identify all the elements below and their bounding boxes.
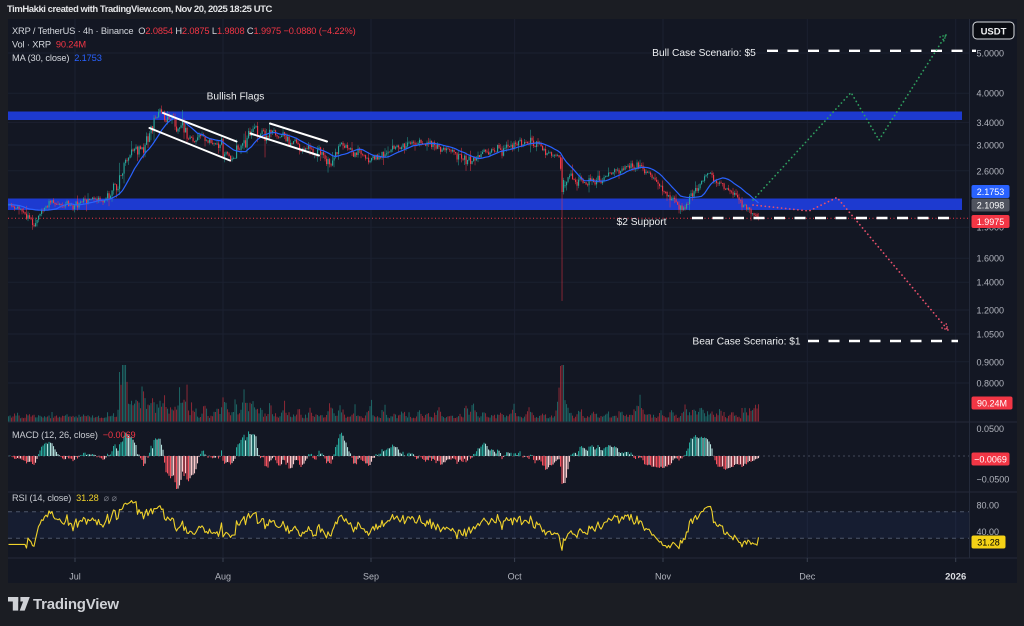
svg-text:0.9000: 0.9000 [977,357,1005,367]
svg-text:Vol · XRP 90.24M: Vol · XRP 90.24M [12,40,86,50]
svg-text:90.24M: 90.24M [977,398,1007,408]
svg-text:−0.0500: −0.0500 [977,475,1010,485]
svg-text:2.1753: 2.1753 [977,187,1005,197]
svg-text:5.0000: 5.0000 [977,49,1005,59]
svg-text:2026: 2026 [945,572,966,583]
svg-text:Jul: Jul [69,572,81,582]
svg-text:3.0000: 3.0000 [977,141,1005,151]
svg-text:1.6000: 1.6000 [977,254,1005,264]
svg-text:Nov: Nov [655,572,672,582]
svg-text:1.4000: 1.4000 [977,278,1005,288]
svg-text:Bullish Flags: Bullish Flags [207,92,265,103]
svg-text:3.4000: 3.4000 [977,118,1005,128]
svg-text:Aug: Aug [215,572,231,582]
svg-text:MA (30, close) 2.1753: MA (30, close) 2.1753 [12,53,102,63]
svg-text:$2 Support: $2 Support [617,217,667,228]
svg-text:31.28: 31.28 [977,537,1000,547]
svg-text:0.0500: 0.0500 [977,424,1005,434]
svg-text:XRP / TetherUS · 4h · Binance: XRP / TetherUS · 4h · Binance O2.0854 H2… [12,26,356,36]
svg-text:Bull Case Scenario: $5: Bull Case Scenario: $5 [652,48,756,59]
svg-text:Oct: Oct [508,572,523,582]
svg-text:4.0000: 4.0000 [977,89,1005,99]
svg-text:80.00: 80.00 [977,501,1000,511]
svg-text:2.1098: 2.1098 [977,200,1005,210]
svg-text:40.00: 40.00 [977,527,1000,537]
svg-text:RSI (14, close) 31.28 ⌀ ⌀: RSI (14, close) 31.28 ⌀ ⌀ [12,493,117,503]
svg-text:Sep: Sep [363,572,379,582]
svg-text:0.8000: 0.8000 [977,379,1005,389]
svg-text:1.9975: 1.9975 [977,217,1005,227]
svg-text:Dec: Dec [799,572,816,582]
svg-text:−0.0069: −0.0069 [974,454,1007,464]
svg-text:1.0500: 1.0500 [977,330,1005,340]
svg-text:1.2000: 1.2000 [977,306,1005,316]
svg-text:Bear Case Scenario: $1: Bear Case Scenario: $1 [692,337,800,348]
svg-text:MACD (12, 26, close) −0.0069: MACD (12, 26, close) −0.0069 [12,430,136,440]
svg-text:USDT: USDT [981,27,1007,38]
svg-text:2.6000: 2.6000 [977,166,1005,176]
